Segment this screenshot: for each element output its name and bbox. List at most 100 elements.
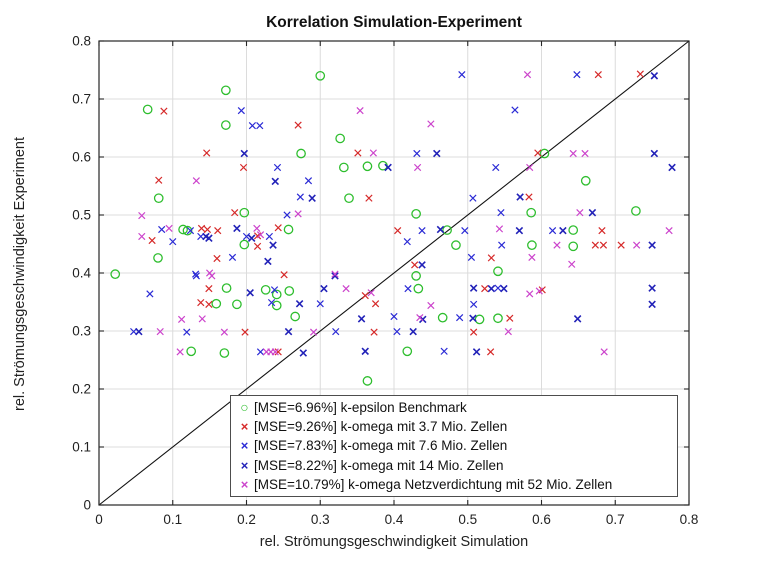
data-point-series3 [240, 149, 249, 158]
data-point-series0 [362, 161, 373, 172]
data-point-series0 [451, 240, 461, 251]
data-point-series4 [294, 210, 302, 218]
data-point-series2 [393, 327, 401, 336]
data-point-series0 [221, 120, 231, 130]
data-point-series2 [332, 327, 340, 336]
data-point-series1 [160, 107, 168, 115]
data-point-series1 [361, 291, 369, 300]
data-point-series0 [568, 241, 579, 252]
data-point-series3 [469, 284, 478, 292]
data-point-series4 [198, 315, 206, 323]
data-point-series4 [504, 327, 512, 336]
data-point-series4 [367, 289, 375, 297]
data-point-series0 [362, 376, 373, 386]
data-point-series2 [158, 225, 166, 234]
data-point-series3 [233, 224, 241, 233]
data-point-series1 [371, 300, 380, 308]
data-point-series1 [274, 224, 282, 232]
data-point-series2 [497, 209, 505, 217]
data-point-series1 [203, 225, 212, 234]
data-point-series1 [506, 314, 514, 322]
data-point-series4 [342, 285, 350, 293]
data-point-series3 [299, 349, 308, 357]
data-point-series1 [148, 236, 156, 245]
data-point-series3 [648, 241, 656, 249]
y-tick-label: 0.5 [72, 208, 91, 223]
data-point-series0 [182, 225, 193, 236]
data-point-series2 [469, 194, 477, 202]
data-point-series3 [205, 234, 213, 242]
data-point-series2 [470, 300, 478, 308]
data-point-series4 [495, 225, 504, 233]
data-point-series0 [271, 300, 282, 311]
data-point-series2 [191, 270, 200, 278]
data-point-series1 [470, 328, 478, 336]
y-tick-label: 0.6 [72, 150, 91, 165]
data-point-series4 [528, 253, 536, 261]
data-point-series2 [267, 298, 276, 307]
data-point-series0 [271, 289, 282, 300]
data-point-series1 [617, 241, 625, 249]
data-point-series2 [458, 71, 466, 79]
data-point-series3 [246, 288, 254, 297]
data-point-series4 [569, 149, 577, 158]
data-point-series3 [135, 327, 143, 336]
x-tick-label: 0.3 [311, 512, 330, 527]
data-point-series3 [515, 226, 524, 235]
data-point-series0 [221, 283, 232, 293]
data-point-series3 [384, 163, 392, 172]
data-point-series4 [253, 224, 261, 232]
data-point-series3 [331, 272, 339, 280]
x-tick-label: 0.2 [237, 512, 256, 527]
data-point-series3 [308, 194, 316, 202]
data-point-series1 [253, 242, 262, 250]
data-point-series0 [296, 148, 306, 159]
data-point-series1 [354, 149, 362, 157]
data-point-series4 [427, 120, 435, 128]
data-point-series0 [568, 225, 579, 235]
data-point-series2 [573, 71, 581, 79]
data-point-series4 [600, 348, 608, 356]
data-point-series3 [650, 149, 659, 158]
data-point-series3 [361, 347, 370, 356]
y-tick-label: 0.7 [72, 92, 91, 107]
data-point-series3 [436, 225, 445, 234]
data-point-series1 [241, 328, 249, 336]
data-point-series0 [338, 162, 349, 173]
data-point-series0 [402, 346, 413, 357]
data-point-series2 [494, 284, 502, 292]
data-point-series2 [548, 227, 557, 235]
data-point-series3 [588, 208, 597, 217]
data-point-series2 [248, 122, 257, 130]
data-point-series2 [296, 193, 304, 201]
data-point-series3 [284, 327, 293, 336]
data-point-series3 [247, 234, 256, 242]
legend: ○ [MSE=6.96%] k-epsilon Benchmark × [MSE… [230, 395, 678, 497]
data-point-series1 [197, 298, 205, 307]
data-point-series0 [315, 70, 326, 81]
legend-item-label: [MSE=7.83%] k-omega mit 7.6 Mio. Zellen [254, 438, 508, 454]
data-point-series4 [523, 71, 532, 79]
data-point-series3 [648, 300, 656, 309]
legend-item: × [MSE=10.79%] k-omega Netzverdichtung m… [237, 475, 673, 494]
data-point-series1 [280, 271, 288, 279]
x-tick-label: 0.1 [163, 512, 182, 527]
data-point-series4 [581, 149, 589, 158]
data-point-series1 [525, 193, 533, 201]
data-point-series3 [357, 315, 366, 323]
data-point-series0 [290, 311, 301, 322]
data-point-series4 [427, 301, 435, 310]
data-point-series0 [178, 224, 188, 235]
data-point-series2 [242, 232, 251, 241]
y-tick-label: 0.4 [72, 266, 91, 281]
data-point-series1 [239, 163, 248, 172]
data-point-series3 [648, 284, 656, 292]
data-point-series4 [553, 241, 561, 249]
data-point-series3 [469, 314, 477, 323]
data-point-series0 [493, 266, 503, 277]
legend-item-label: [MSE=6.96%] k-epsilon Benchmark [254, 400, 467, 416]
data-point-series4 [192, 177, 200, 185]
data-point-series1 [487, 254, 495, 262]
x-marker-icon: × [240, 419, 249, 435]
data-point-series4 [176, 348, 184, 356]
